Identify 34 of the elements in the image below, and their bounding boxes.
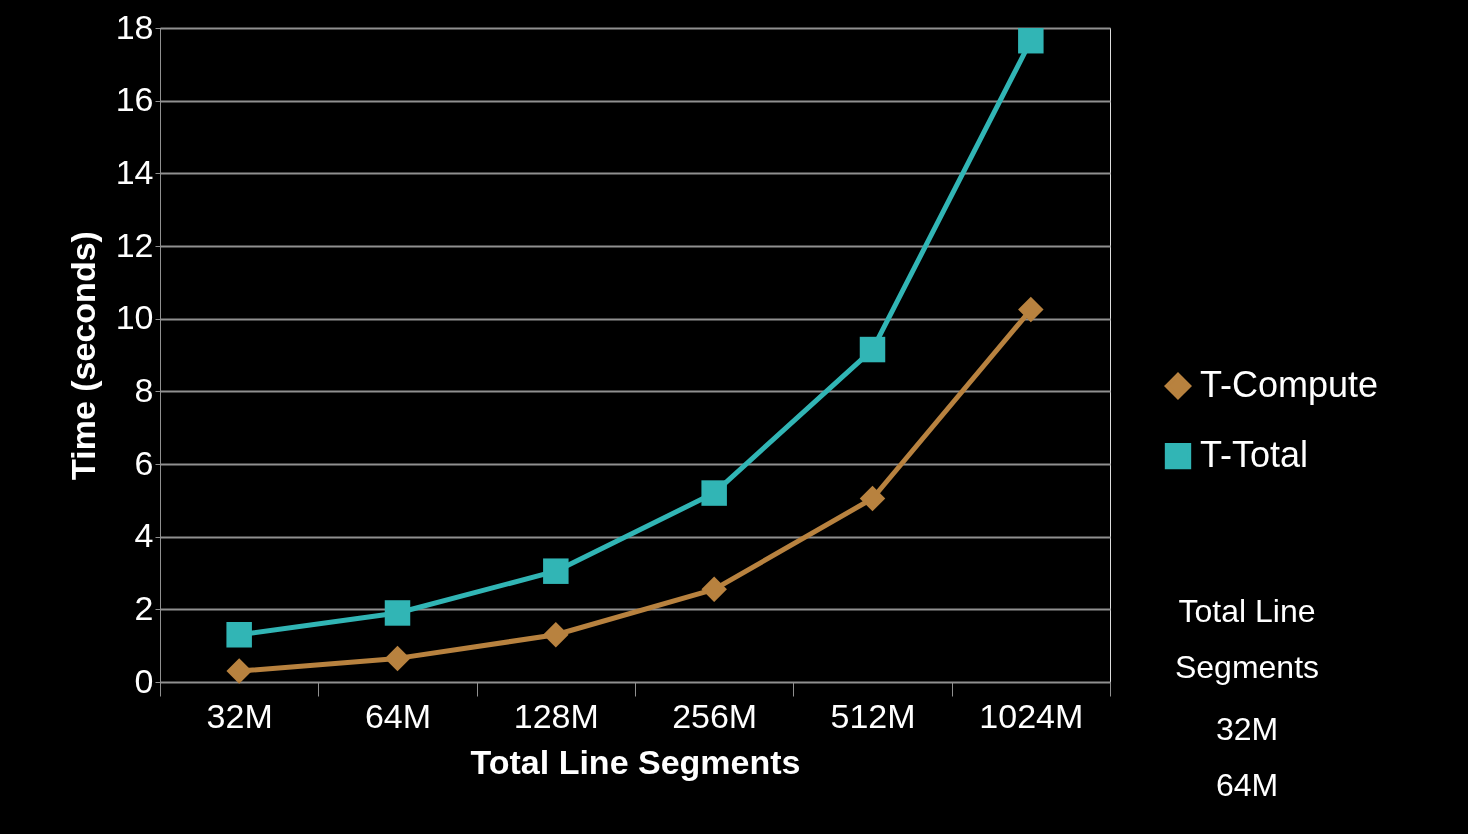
point — [859, 336, 886, 363]
y-tick-label: 6 — [134, 443, 154, 482]
y-tick-label: 16 — [115, 80, 154, 119]
point — [543, 558, 569, 584]
y-axis-title: Time (seconds) — [63, 231, 102, 480]
text: 64M — [1215, 767, 1279, 803]
x-tick-label: 32M — [206, 696, 273, 735]
point — [701, 576, 727, 603]
y-tick-label: 10 — [115, 298, 154, 337]
y-tick-label: 14 — [115, 152, 154, 191]
point — [384, 645, 411, 672]
x-tick-label: 64M — [364, 696, 432, 735]
point — [384, 600, 411, 626]
x-tick-label: 1024M — [979, 696, 1084, 735]
legend-label: T-Total — [1200, 434, 1309, 476]
point — [226, 658, 252, 684]
y-tick-label: 8 — [134, 370, 154, 409]
point — [859, 485, 886, 512]
y-tick-label: 12 — [115, 225, 154, 264]
y-tick-label: 0 — [134, 661, 154, 700]
point — [1018, 296, 1044, 323]
x-tick-label: 128M — [513, 696, 599, 735]
point — [226, 622, 252, 648]
point — [701, 480, 727, 506]
x-tick-label: 256M — [672, 696, 758, 735]
y-tick-label: 2 — [134, 588, 154, 627]
x-tick-label: 512M — [830, 696, 916, 735]
point — [543, 622, 569, 648]
text: Total Line Segments — [1174, 593, 1320, 685]
y-tick-label: 18 — [115, 7, 154, 46]
point — [1018, 27, 1044, 54]
legend-label: T-Compute — [1200, 364, 1379, 406]
x-axis-title: Total Line Segments — [470, 742, 801, 781]
y-tick-label: 4 — [134, 516, 154, 555]
